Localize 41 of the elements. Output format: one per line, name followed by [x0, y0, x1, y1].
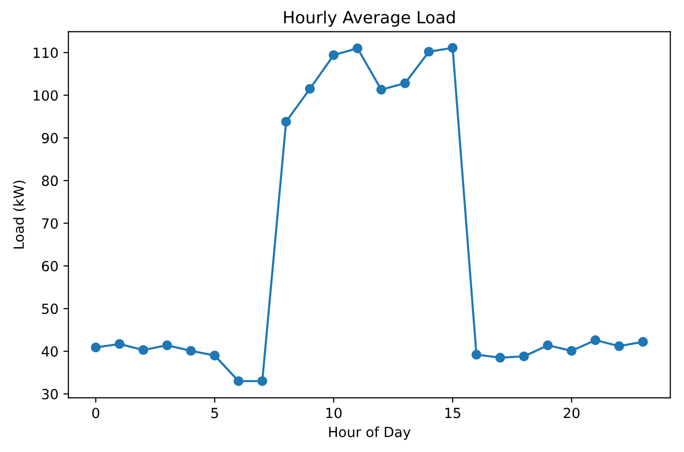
y-tick-label: 80 — [42, 176, 58, 186]
y-axis-title: Load (kW) — [13, 180, 26, 249]
point — [376, 84, 386, 95]
y-tick-label: 40 — [42, 346, 58, 357]
chart-title: Hourly Average Load — [284, 10, 455, 27]
point — [495, 352, 506, 363]
x-tick-label: 15 — [445, 408, 460, 418]
point — [186, 346, 196, 356]
y-tick-label: 60 — [42, 260, 58, 272]
point — [210, 350, 220, 360]
y-tick-label: 50 — [42, 304, 58, 314]
point — [328, 50, 339, 60]
point — [162, 340, 172, 350]
point — [424, 46, 434, 57]
x-tick-label: 5 — [211, 408, 218, 418]
point — [114, 339, 124, 349]
point — [138, 345, 148, 355]
point — [542, 340, 553, 350]
point — [566, 346, 576, 356]
point — [400, 78, 410, 88]
y-tick-label: 100 — [34, 90, 58, 101]
point — [257, 376, 268, 386]
point — [305, 84, 315, 94]
y-tick-label: 110 — [34, 48, 58, 58]
x-axis-title: Hour of Day — [329, 426, 410, 440]
point — [519, 352, 529, 362]
point — [352, 43, 362, 54]
point — [90, 342, 101, 352]
point — [614, 341, 624, 351]
y-tick-label: 70 — [42, 218, 58, 229]
point — [590, 335, 600, 346]
x-tick-label: 0 — [92, 408, 100, 418]
point — [448, 42, 458, 53]
point — [281, 116, 291, 127]
point — [638, 337, 648, 347]
point — [234, 376, 244, 386]
y-tick-label: 30 — [42, 388, 58, 400]
x-tick-label: 20 — [564, 408, 580, 418]
x-tick-label: 10 — [326, 408, 342, 418]
y-tick-label: 90 — [42, 132, 58, 144]
point — [472, 350, 482, 360]
